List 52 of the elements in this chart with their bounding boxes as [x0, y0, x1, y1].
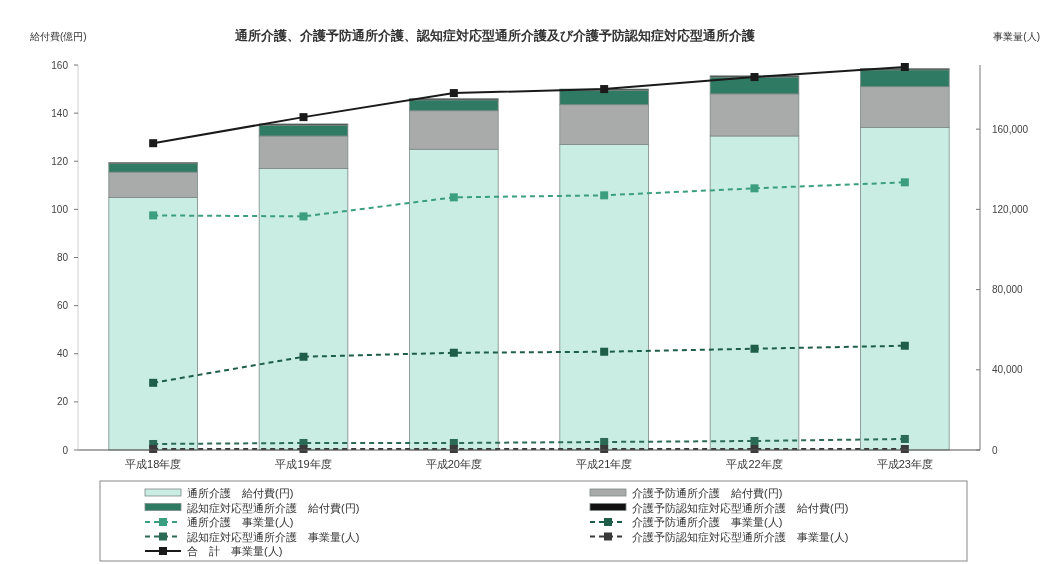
x-tick-label: 平成23年度 — [876, 458, 933, 470]
point — [750, 73, 759, 82]
y-tick-label: 20 — [56, 396, 69, 408]
y-tick-label: 0 — [62, 444, 69, 456]
y2-tick-label: 0 — [992, 444, 998, 456]
y2-tick-label: 80,000 — [992, 284, 1024, 296]
legend-label: 介護予防通所介護 事業量(人) — [632, 516, 783, 528]
point — [449, 348, 458, 357]
x-tick-label: 平成21年度 — [576, 458, 633, 470]
y2-tick-label: 120,000 — [992, 203, 1029, 215]
y-tick-label: 60 — [56, 300, 69, 312]
point — [149, 378, 158, 387]
point — [600, 347, 609, 356]
point — [600, 191, 609, 200]
legend-label: 認知症対応型通所介護 給付費(円) — [187, 501, 360, 514]
point — [299, 352, 308, 361]
legend-label: 通所介護 給付費(円) — [187, 487, 294, 499]
point — [600, 85, 609, 94]
point — [750, 184, 759, 193]
y-axis-title: 給付費(億円) — [29, 31, 87, 42]
point — [900, 341, 909, 350]
point — [449, 193, 458, 202]
point — [299, 113, 308, 122]
y2-axis-title: 事業量(人) — [993, 31, 1040, 42]
legend-label: 介護予防認知症対応型通所介護 給付費(円) — [632, 501, 849, 514]
point — [750, 344, 759, 353]
x-tick-label: 平成22年度 — [726, 458, 783, 470]
legend-label: 介護予防認知症対応型通所介護 事業量(人) — [632, 530, 849, 543]
y-tick-label: 120 — [51, 155, 69, 167]
legend-label: 認知症対応型通所介護 事業量(人) — [187, 530, 360, 543]
point — [900, 178, 909, 187]
y2-tick-label: 40,000 — [992, 364, 1024, 376]
x-tick-label: 平成19年度 — [275, 458, 332, 470]
legend-label: 合 計 事業量(人) — [187, 545, 283, 557]
y-tick-label: 40 — [56, 348, 69, 360]
x-tick-label: 平成20年度 — [425, 458, 482, 470]
point — [449, 89, 458, 98]
y-tick-label: 160 — [51, 59, 69, 71]
point — [299, 212, 308, 221]
y-tick-label: 80 — [56, 252, 69, 263]
point — [149, 211, 158, 220]
y-tick-label: 140 — [51, 107, 69, 119]
chart-title: 通所介護、介護予防通所介護、認知症対応型通所介護及び介護予防認知症対応型通所介護 — [234, 28, 755, 43]
legend-label: 介護予防通所介護 給付費(円) — [632, 487, 783, 499]
x-tick-label: 平成18年度 — [125, 458, 182, 470]
point — [750, 436, 759, 445]
legend-label: 通所介護 事業量(人) — [187, 516, 294, 528]
point — [900, 434, 909, 443]
point — [900, 63, 909, 72]
y2-tick-label: 160,000 — [992, 123, 1029, 135]
y-tick-label: 100 — [51, 203, 69, 215]
point — [149, 139, 158, 148]
